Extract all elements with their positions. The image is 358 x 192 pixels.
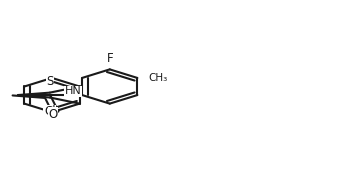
Text: O: O xyxy=(49,108,58,121)
Text: S: S xyxy=(46,75,54,88)
Text: Cl: Cl xyxy=(44,105,55,118)
Text: F: F xyxy=(106,52,113,65)
Text: CH₃: CH₃ xyxy=(148,73,167,83)
Text: HN: HN xyxy=(65,86,82,96)
